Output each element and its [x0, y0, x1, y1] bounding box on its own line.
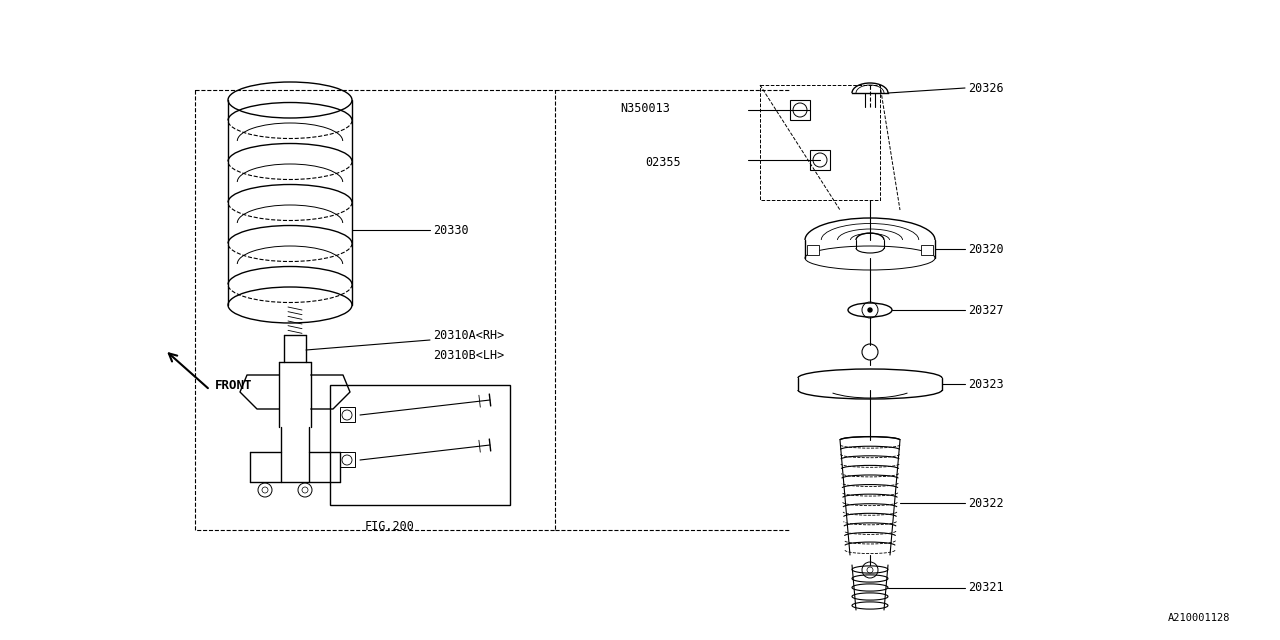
- Bar: [330, 385, 509, 505]
- Text: 20326: 20326: [968, 81, 1004, 95]
- Bar: [340, 452, 355, 467]
- Bar: [806, 245, 819, 255]
- Bar: [790, 100, 810, 120]
- Text: 20321: 20321: [968, 581, 1004, 594]
- Text: 20327: 20327: [968, 303, 1004, 317]
- Text: N350013: N350013: [620, 102, 669, 115]
- Text: FRONT: FRONT: [215, 378, 252, 392]
- Text: 02355: 02355: [645, 156, 681, 168]
- Bar: [922, 245, 933, 255]
- Text: A210001128: A210001128: [1167, 613, 1230, 623]
- Bar: [810, 150, 829, 170]
- Text: 20320: 20320: [968, 243, 1004, 255]
- Text: 20310A<RH>: 20310A<RH>: [433, 328, 504, 342]
- Text: 20322: 20322: [968, 497, 1004, 509]
- Circle shape: [868, 308, 872, 312]
- Text: 20330: 20330: [433, 223, 468, 237]
- Text: 20323: 20323: [968, 378, 1004, 390]
- Text: 20310B<LH>: 20310B<LH>: [433, 349, 504, 362]
- Text: FIG.200: FIG.200: [365, 520, 415, 533]
- Bar: [340, 407, 355, 422]
